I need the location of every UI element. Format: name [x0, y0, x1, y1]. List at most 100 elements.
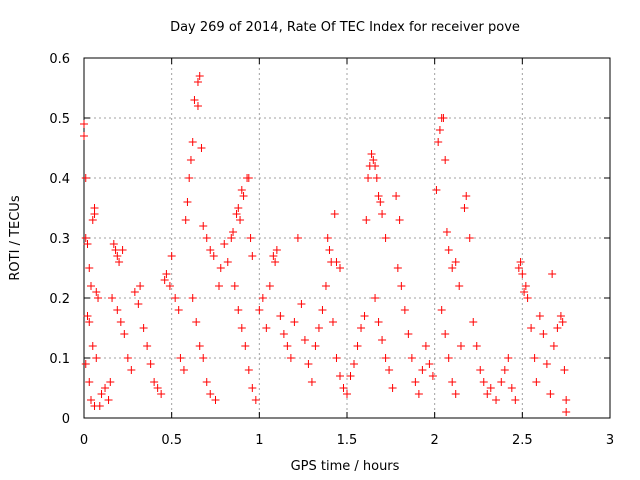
- data-point: [369, 156, 378, 164]
- x-axis-label: GPS time / hours: [291, 459, 400, 474]
- data-point: [111, 246, 120, 254]
- y-tick-label: 0.3: [49, 232, 70, 247]
- data-point: [123, 354, 132, 362]
- data-point: [188, 294, 197, 302]
- data-point: [150, 378, 159, 386]
- data-point: [229, 228, 238, 236]
- x-tick-label: 0: [80, 433, 88, 448]
- data-point: [357, 324, 366, 332]
- data-point: [371, 162, 380, 170]
- data-point: [318, 306, 327, 314]
- data-point: [81, 234, 90, 242]
- data-point: [307, 378, 316, 386]
- data-point: [272, 246, 281, 254]
- data-point: [206, 390, 215, 398]
- data-point: [444, 354, 453, 362]
- data-point: [193, 102, 202, 110]
- data-point: [469, 318, 478, 326]
- data-point: [116, 318, 125, 326]
- data-point: [497, 378, 506, 386]
- y-tick-label: 0: [62, 412, 70, 427]
- x-tick-label: 2.5: [512, 433, 533, 448]
- data-point: [143, 342, 152, 350]
- data-point: [237, 324, 246, 332]
- data-point: [113, 252, 122, 260]
- data-point: [428, 372, 437, 380]
- data-point: [421, 342, 430, 350]
- data-point: [234, 306, 243, 314]
- data-point: [192, 318, 201, 326]
- data-point: [113, 306, 122, 314]
- data-point: [321, 282, 330, 290]
- data-point: [432, 186, 441, 194]
- data-point: [562, 408, 571, 416]
- data-point: [244, 366, 253, 374]
- data-point: [92, 354, 101, 362]
- data-point: [451, 258, 460, 266]
- data-point: [343, 390, 351, 398]
- data-point: [388, 384, 397, 392]
- data-point: [185, 174, 194, 182]
- tick-layer: 0 0.1 0.2 0.3 0.4 0.5 0.6 0 0.5 1 1.5 2 2.5 3: [49, 52, 614, 448]
- data-point: [92, 288, 101, 296]
- data-point: [360, 312, 369, 320]
- data-point: [435, 126, 444, 134]
- data-point: [195, 342, 204, 350]
- data-point: [85, 264, 94, 272]
- data-point: [293, 234, 302, 242]
- data-point: [500, 366, 509, 374]
- data-point: [407, 354, 416, 362]
- data-point: [392, 192, 401, 200]
- y-tick-label: 0.4: [49, 172, 70, 187]
- data-point: [234, 204, 243, 212]
- data-point: [276, 312, 285, 320]
- data-point: [95, 402, 104, 410]
- data-point: [262, 324, 271, 332]
- data-point: [514, 264, 523, 272]
- data-point: [80, 132, 88, 140]
- data-point: [181, 216, 190, 224]
- data-point: [546, 390, 555, 398]
- data-point: [339, 384, 348, 392]
- data-point: [350, 360, 359, 368]
- data-point: [160, 276, 169, 284]
- grid-layer: [84, 58, 610, 418]
- data-point: [134, 300, 143, 308]
- data-point: [330, 210, 339, 218]
- data-point: [558, 318, 567, 326]
- data-point: [532, 378, 541, 386]
- data-point: [404, 330, 413, 338]
- data-point: [283, 342, 292, 350]
- data-point: [448, 264, 457, 272]
- data-point: [244, 174, 253, 182]
- data-point: [521, 282, 530, 290]
- data-point: [83, 240, 92, 248]
- data-point: [381, 234, 390, 242]
- data-point: [527, 324, 536, 332]
- data-point: [332, 354, 341, 362]
- data-point: [209, 252, 218, 260]
- data-point: [153, 384, 162, 392]
- data-point: [395, 216, 404, 224]
- data-point: [460, 204, 469, 212]
- data-point: [167, 252, 176, 260]
- data-point: [146, 360, 155, 368]
- data-point: [523, 294, 532, 302]
- data-point: [362, 216, 371, 224]
- data-point: [462, 192, 471, 200]
- data-point: [108, 294, 117, 302]
- data-point: [115, 258, 124, 266]
- data-point: [206, 246, 215, 254]
- data-point: [216, 264, 225, 272]
- data-point: [230, 282, 239, 290]
- data-point: [165, 282, 174, 290]
- data-point: [251, 396, 260, 404]
- y-tick-label: 0.6: [49, 52, 70, 67]
- data-point: [279, 330, 288, 338]
- data-point: [106, 378, 115, 386]
- data-point: [400, 306, 409, 314]
- data-point: [518, 270, 527, 278]
- data-point: [476, 366, 485, 374]
- data-point: [101, 384, 110, 392]
